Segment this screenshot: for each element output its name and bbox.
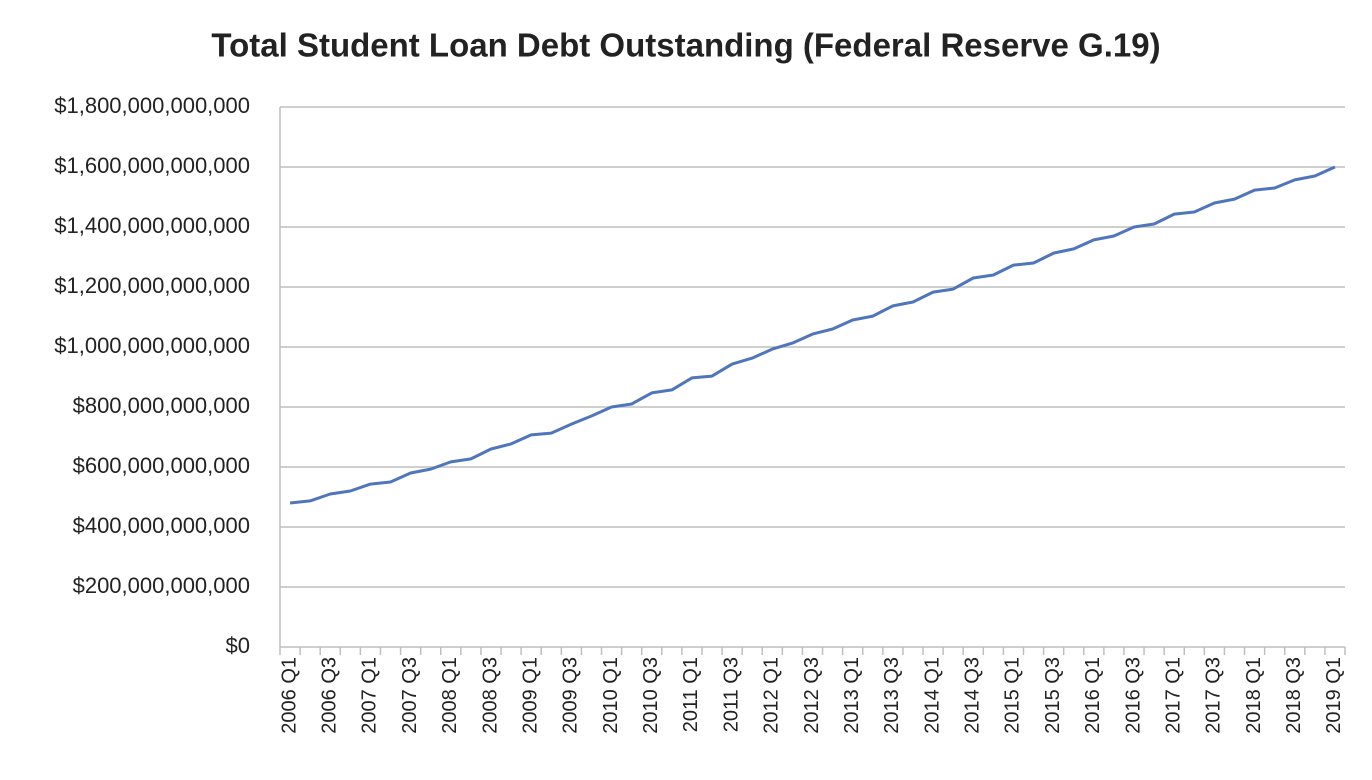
x-tick-label: 2013 Q3 — [881, 657, 903, 734]
x-tick-label: 2009 Q1 — [519, 657, 541, 734]
x-tick-label: 2007 Q3 — [399, 657, 421, 734]
x-tick-label: 2018 Q1 — [1243, 657, 1265, 734]
x-tick-label: 2012 Q1 — [761, 657, 783, 734]
x-tick-label: 2016 Q3 — [1122, 657, 1144, 734]
chart-title: Total Student Loan Debt Outstanding (Fed… — [211, 27, 1160, 64]
y-tick-label: $1,200,000,000,000 — [54, 273, 250, 298]
x-tick-label: 2018 Q3 — [1283, 657, 1305, 734]
x-tick-label: 2015 Q1 — [1002, 657, 1024, 734]
x-tick-label: 2019 Q1 — [1323, 657, 1345, 734]
x-tick-label: 2011 Q1 — [680, 657, 702, 732]
y-tick-label: $1,400,000,000,000 — [54, 213, 250, 238]
x-tick-label: 2012 Q3 — [801, 657, 823, 734]
y-tick-label: $1,600,000,000,000 — [54, 153, 250, 178]
x-tick-label: 2013 Q1 — [841, 657, 863, 734]
y-tick-label: $0 — [226, 633, 250, 658]
y-tick-label: $1,000,000,000,000 — [54, 333, 250, 358]
x-tick-label: 2009 Q3 — [560, 657, 582, 734]
x-tick-label: 2017 Q3 — [1203, 657, 1225, 734]
x-tick-label: 2014 Q1 — [921, 657, 943, 734]
x-tick-label: 2007 Q1 — [359, 657, 381, 734]
x-tick-label: 2014 Q3 — [962, 657, 984, 734]
x-tick-label: 2017 Q1 — [1162, 657, 1184, 734]
x-tick-label: 2006 Q3 — [319, 657, 341, 734]
x-tick-label: 2008 Q1 — [439, 657, 461, 734]
y-tick-label: $200,000,000,000 — [73, 573, 250, 598]
x-tick-label: 2006 Q1 — [278, 657, 300, 734]
x-tick-label: 2010 Q1 — [600, 657, 622, 734]
x-tick-label: 2010 Q3 — [640, 657, 662, 734]
x-tick-label: 2008 Q3 — [479, 657, 501, 734]
x-tick-label: 2011 Q3 — [720, 657, 742, 732]
x-tick-label: 2016 Q1 — [1082, 657, 1104, 734]
y-tick-label: $1,800,000,000,000 — [54, 93, 250, 118]
x-tick-label: 2015 Q3 — [1042, 657, 1064, 734]
y-tick-label: $600,000,000,000 — [73, 453, 250, 478]
data-line — [289, 165, 1336, 505]
y-tick-label: $400,000,000,000 — [73, 513, 250, 538]
y-tick-label: $800,000,000,000 — [73, 393, 250, 418]
